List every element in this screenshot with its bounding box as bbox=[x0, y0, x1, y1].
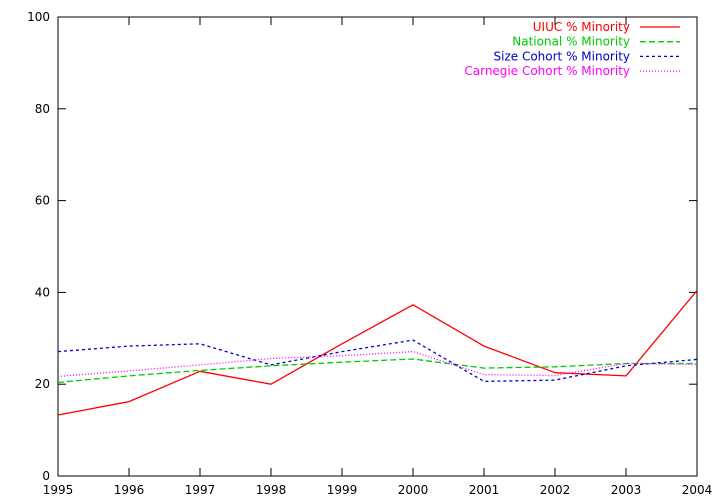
x-tick-label: 2000 bbox=[398, 483, 429, 497]
legend-label: UIUC % Minority bbox=[533, 20, 630, 34]
x-tick-label: 2001 bbox=[469, 483, 500, 497]
series-line-1 bbox=[57, 290, 698, 416]
y-tick-label: 0 bbox=[42, 469, 50, 483]
y-tick-label: 40 bbox=[35, 285, 50, 299]
x-tick-label: 2002 bbox=[540, 483, 571, 497]
series-line-3 bbox=[57, 339, 698, 383]
legend-label: Carnegie Cohort % Minority bbox=[464, 64, 630, 78]
x-tick-label: 1999 bbox=[327, 483, 358, 497]
axes: 0 20 40 60 80 100 1995 1996 1997 1998 1999 2000 2001… bbox=[27, 10, 712, 497]
x-tick-label: 2003 bbox=[611, 483, 642, 497]
x-tick-label: 1997 bbox=[185, 483, 216, 497]
legend-label: National % Minority bbox=[512, 35, 630, 49]
series-line-2 bbox=[57, 358, 697, 384]
y-tick-label: 60 bbox=[35, 194, 50, 208]
x-tick-label: 1995 bbox=[43, 483, 74, 497]
series-lines bbox=[57, 290, 698, 416]
x-tick-label: 2004 bbox=[682, 483, 713, 497]
series-line-4 bbox=[57, 350, 698, 378]
legend-label: Size Cohort % Minority bbox=[494, 49, 631, 63]
x-tick-label: 1996 bbox=[114, 483, 145, 497]
y-tick-label: 20 bbox=[35, 377, 50, 391]
x-tick-label: 1998 bbox=[256, 483, 287, 497]
plot-frame bbox=[57, 16, 698, 477]
y-tick-label: 100 bbox=[27, 10, 50, 24]
y-tick-label: 80 bbox=[35, 102, 50, 116]
